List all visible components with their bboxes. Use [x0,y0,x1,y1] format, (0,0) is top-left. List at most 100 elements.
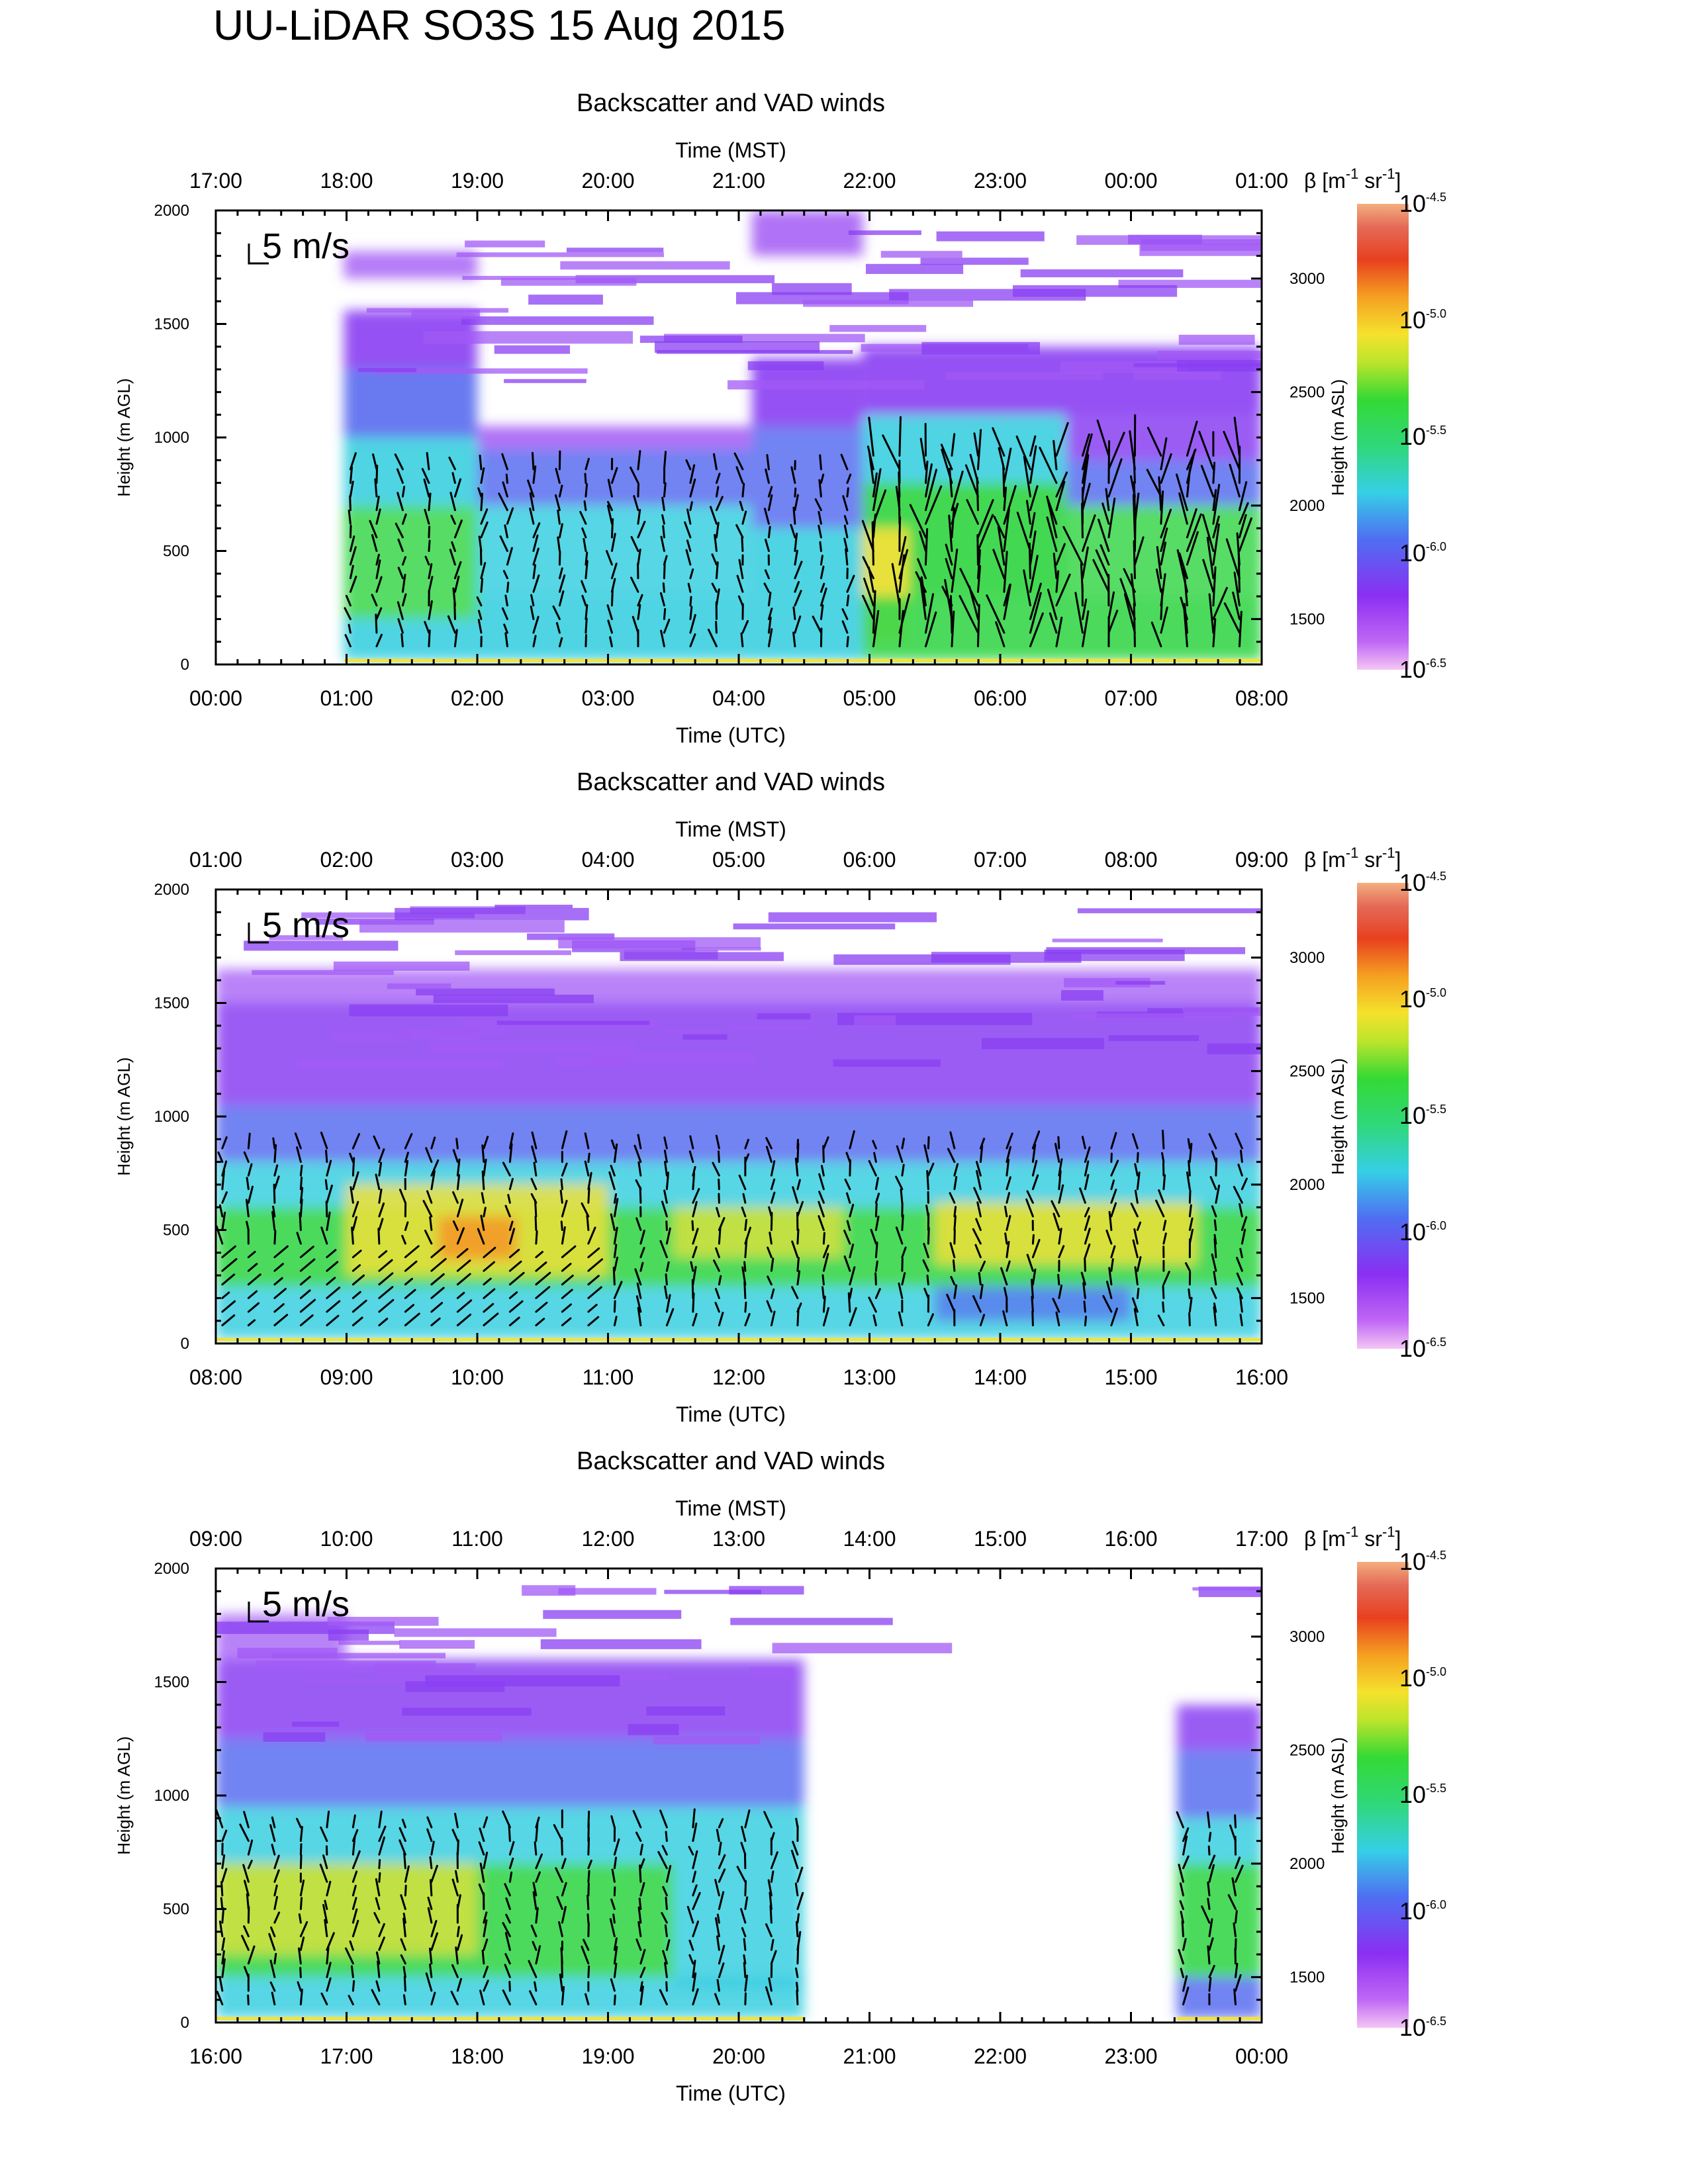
wind-arrow [1211,1253,1217,1272]
wind-arrow [969,453,979,484]
backscatter-band [344,619,477,660]
cloud-layer [1068,1013,1233,1021]
x2-tick-label: 22:00 [843,169,896,193]
wind-arrow [765,1146,773,1163]
cloud-layer [306,1678,489,1684]
wind-arrow [587,1187,590,1204]
wind-arrow [1235,1132,1243,1150]
wind-arrow [692,1960,696,1978]
wind-arrow [794,532,798,552]
wind-arrow [326,1962,332,1978]
cloud-layer [803,300,974,307]
wind-arrow [1081,546,1089,580]
wind-arrow [663,1189,668,1204]
wind-arrow [404,1160,409,1177]
wind-arrow [501,607,508,620]
wind-scale-arrow [248,923,269,944]
wind-arrow [531,1131,538,1150]
wind-arrow [767,525,771,539]
wind-arrow [1098,518,1110,552]
wind-arrow [846,594,850,607]
wind-arrow [1031,1144,1037,1163]
cloud-layer [244,940,399,951]
wind-arrow [404,1304,415,1313]
wind-arrow [1029,582,1042,620]
wind-arrow [451,472,456,484]
wind-arrow [456,1299,473,1313]
colorbar-label: β [m-1 sr-1] [1304,1524,1401,1551]
wind-arrow [637,450,641,471]
wind-arrow [504,1205,511,1218]
wind-arrow [715,1247,720,1259]
wind-arrow [610,1139,616,1150]
x2-tick-label: 21:00 [712,169,765,193]
wind-arrow [951,610,955,648]
wind-arrow [901,1272,906,1286]
wind-arrow [273,1869,280,1883]
wind-arrow [1049,612,1058,634]
wind-arrow [872,489,887,525]
wind-arrow [502,1161,511,1177]
colorbar-tick-label: 10-6.0 [1399,1218,1446,1246]
wind-arrow [456,1248,469,1259]
wind-arrow [657,1850,668,1870]
colorbar-tick-label: 10-4.5 [1399,190,1446,217]
wind-arrow [1110,1132,1117,1150]
wind-arrow [1160,508,1172,539]
wind-arrow [1055,480,1066,512]
wind-arrow [738,1174,747,1191]
wind-arrow [635,1831,642,1843]
wind-arrow [613,1300,616,1313]
wind-arrow [718,1854,726,1870]
figure-title: UU-LiDAR SO3S 15 Aug 2015 [213,1,786,49]
wind-arrow [1188,1142,1193,1163]
wind-arrow [579,511,587,525]
wind-arrow [404,1312,420,1327]
wind-arrow [1084,1215,1090,1231]
wind-arrow [898,535,907,566]
backscatter-field [344,210,1262,662]
colorbar-tick-label: 10-6.5 [1399,656,1446,683]
wind-arrow [533,1161,538,1177]
wind-arrow [715,496,724,512]
utc-axis-label: Time (UTC) [676,2081,786,2105]
wind-arrow [1058,1228,1062,1245]
backscatter-band [1176,1977,1262,2019]
wind-arrow [508,1300,524,1313]
wind-arrow [665,1171,670,1191]
wind-arrow [587,1870,590,1883]
wind-arrow [1015,435,1031,471]
wind-arrow [350,1965,354,1978]
wind-arrow [796,1931,802,1951]
wind-arrow [221,1191,228,1204]
wind-arrow [430,1919,438,1938]
colorbar-tick-label: 10-4.5 [1399,869,1446,896]
wind-arrow [555,467,561,484]
wind-arrow [986,594,1006,634]
x-tick-label: 08:00 [189,1365,242,1389]
wind-arrow [1092,559,1110,593]
wind-arrow [1186,513,1202,552]
wind-arrow [375,495,380,512]
wind-arrow [1211,1150,1217,1163]
wind-arrow [1241,1228,1246,1245]
wind-arrow [1031,1174,1039,1191]
wind-arrow [846,473,852,484]
backscatter-band [344,437,477,506]
wind-arrow [535,1251,543,1259]
wind-arrow [352,1291,361,1299]
wind-arrow [661,1844,668,1856]
wind-arrow [378,1250,388,1259]
wind-arrow [790,523,796,539]
cloud-layer [462,275,577,280]
wind-arrow [714,1287,720,1299]
wind-arrow [426,1190,433,1204]
wind-arrow [480,1214,485,1231]
wind-arrow [610,1165,616,1177]
wind-arrow [692,1850,698,1870]
wind-arrow [663,451,667,471]
wind-arrow [1084,1228,1091,1245]
wind-arrow [481,1950,485,1965]
wind-arrow [741,536,744,552]
wind-arrow [535,1318,545,1327]
